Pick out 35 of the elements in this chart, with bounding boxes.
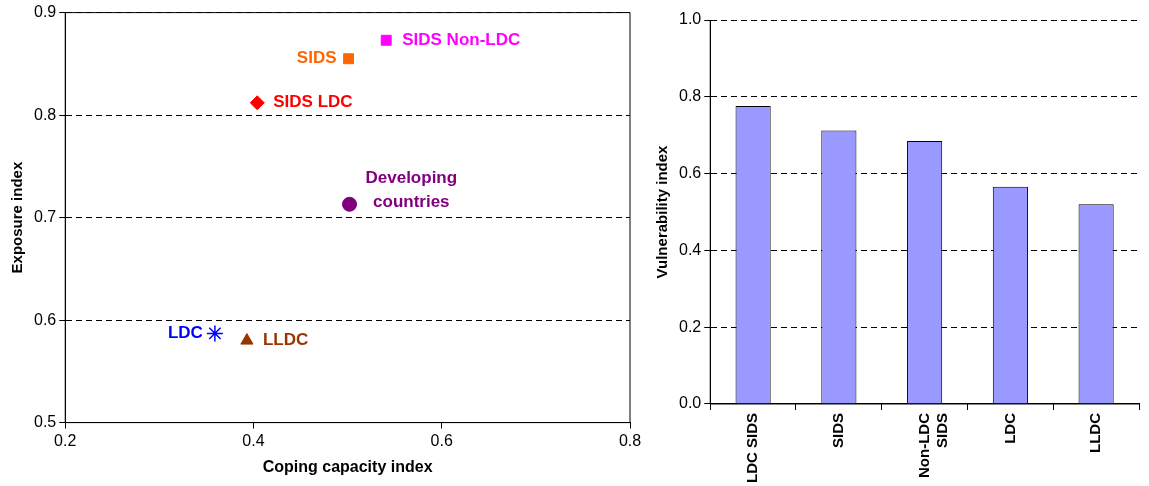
- x-tick-label: 0.4: [242, 431, 265, 449]
- point: [206, 324, 224, 343]
- y-tick-label: 0.9: [33, 3, 57, 21]
- x-tick-label: 0.2: [54, 431, 77, 449]
- series-label: SIDS LDC: [273, 92, 353, 112]
- y-tick-label: 0.6: [678, 164, 702, 181]
- series-label: SIDS Non-LDC: [402, 29, 521, 49]
- y-tick-label: 0.8: [33, 105, 57, 123]
- y-axis-title: Exposure index: [8, 161, 26, 274]
- point: [343, 53, 355, 65]
- y-tick-label: 0.2: [678, 317, 702, 335]
- y-axis-title: Vulnerability index: [653, 144, 671, 279]
- series-label: Developing countries: [365, 167, 458, 211]
- x-tick-label: 0.8: [618, 431, 642, 449]
- y-tick-label: 0.6: [33, 310, 57, 328]
- point: [380, 34, 392, 46]
- x-tick-label: LDC: [1000, 412, 1018, 444]
- y-tick-label: 0.4: [678, 240, 702, 258]
- y-tick-label: 0.5: [33, 413, 57, 431]
- y-tick-label: 0.8: [678, 87, 702, 105]
- y-tick-label: 0.7: [33, 208, 57, 226]
- x-tick-label: LLDC: [1086, 412, 1104, 453]
- x-tick-label: SIDS: [829, 413, 847, 449]
- point: [249, 95, 265, 111]
- x-tick-label: 0.6: [430, 431, 453, 449]
- series-label: LLDC: [262, 330, 309, 350]
- y-tick-label: 0.0: [678, 394, 702, 412]
- series-label: LDC: [167, 323, 203, 343]
- point: [342, 196, 357, 212]
- y-tick-label: 1.0: [678, 10, 702, 28]
- point: [240, 333, 254, 345]
- x-axis-title: Coping capacity index: [262, 457, 433, 475]
- x-tick-label: Non-LDC SIDS: [914, 412, 950, 478]
- series-label: SIDS: [296, 48, 337, 68]
- x-tick-label: LDC SIDS: [743, 413, 761, 484]
